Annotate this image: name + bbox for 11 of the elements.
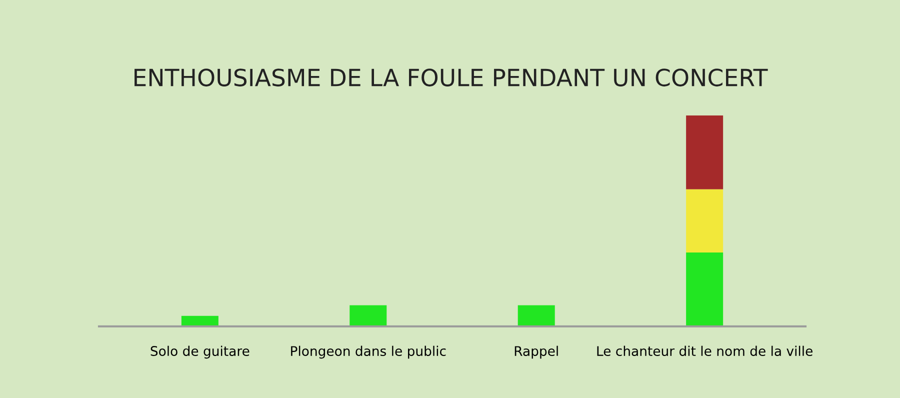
bar: [181, 316, 218, 326]
bar: [350, 305, 387, 326]
x-tick-label: Solo de guitare: [150, 346, 250, 359]
bar: [686, 189, 724, 253]
bar: [686, 115, 724, 190]
chart-title: ENTHOUSIASME DE LA FOULE PENDANT UN CONCERT: [134, 68, 768, 86]
x-tick-label: Rappel: [514, 346, 558, 359]
bar: [518, 305, 555, 326]
x-tick-label: Le chanteur dit le nom de la ville: [597, 346, 812, 356]
x-tick-label: Plongeon dans le public: [291, 346, 446, 359]
bar: [686, 252, 724, 326]
